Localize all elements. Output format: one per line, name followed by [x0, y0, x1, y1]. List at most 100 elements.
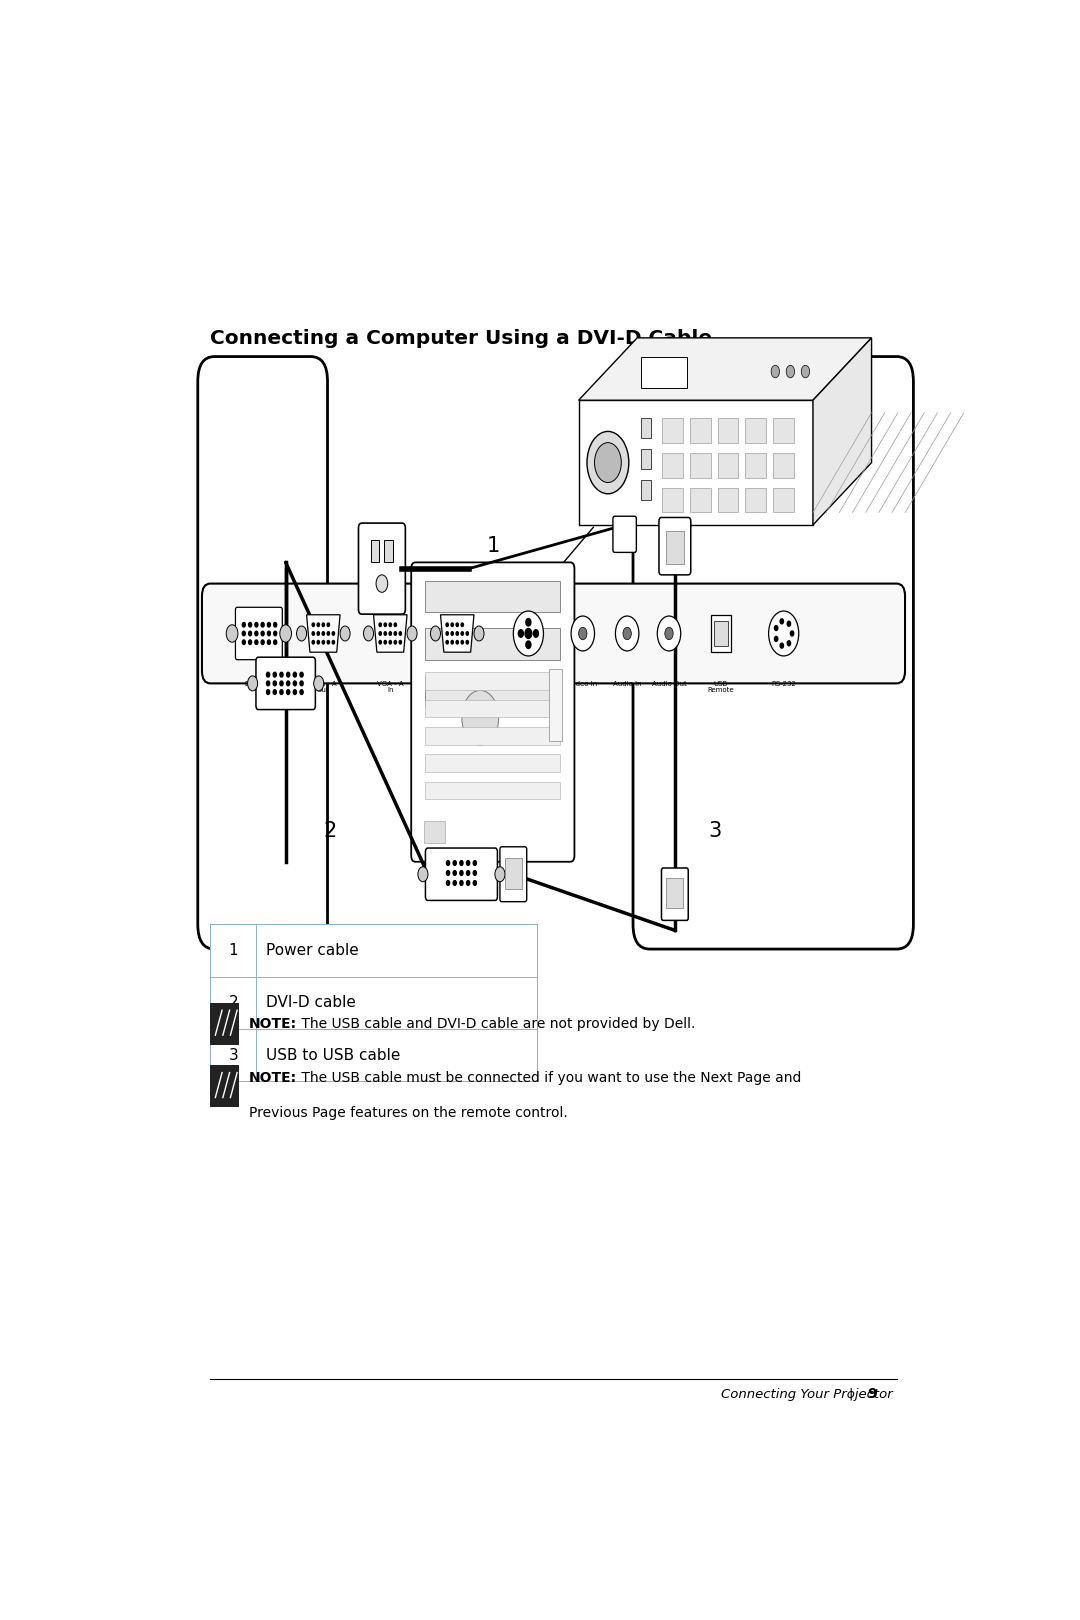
Circle shape: [456, 640, 458, 645]
Bar: [211, 923, 537, 977]
Circle shape: [451, 624, 454, 627]
Text: VGA - B
In: VGA - B In: [444, 680, 471, 693]
Circle shape: [594, 442, 621, 483]
Circle shape: [318, 624, 320, 627]
Circle shape: [771, 364, 780, 377]
Circle shape: [534, 630, 539, 637]
Text: NOTE:: NOTE:: [248, 1017, 297, 1030]
Circle shape: [446, 640, 448, 645]
Circle shape: [267, 690, 270, 695]
Bar: [665, 531, 684, 564]
Circle shape: [286, 690, 289, 695]
Circle shape: [418, 867, 428, 881]
Circle shape: [431, 625, 441, 642]
FancyBboxPatch shape: [411, 562, 575, 862]
Circle shape: [451, 632, 454, 635]
Bar: [426, 700, 561, 718]
Bar: [426, 727, 561, 745]
Text: 3: 3: [229, 1048, 239, 1063]
Circle shape: [333, 632, 335, 635]
Text: The USB cable and DVI-D cable are not provided by Dell.: The USB cable and DVI-D cable are not pr…: [297, 1017, 696, 1030]
Bar: [690, 488, 711, 512]
Polygon shape: [307, 614, 340, 653]
Polygon shape: [813, 339, 872, 525]
Circle shape: [384, 624, 387, 627]
Circle shape: [787, 642, 791, 646]
Circle shape: [294, 680, 296, 685]
Circle shape: [389, 632, 391, 635]
Bar: [717, 452, 739, 478]
Circle shape: [513, 611, 543, 656]
Bar: [773, 452, 794, 478]
Circle shape: [300, 672, 303, 677]
Circle shape: [379, 624, 381, 627]
Circle shape: [473, 881, 476, 886]
Circle shape: [456, 632, 458, 635]
Circle shape: [394, 640, 396, 645]
Circle shape: [273, 690, 276, 695]
Circle shape: [261, 640, 265, 645]
Circle shape: [460, 870, 463, 875]
Text: NOTE:: NOTE:: [248, 1071, 297, 1085]
Bar: [211, 1003, 239, 1045]
Text: Connecting a Computer Using a DVI-D Cable: Connecting a Computer Using a DVI-D Cabl…: [211, 329, 713, 348]
Circle shape: [384, 640, 387, 645]
Circle shape: [312, 624, 314, 627]
Circle shape: [407, 625, 417, 642]
Bar: [717, 488, 739, 512]
Circle shape: [394, 632, 396, 635]
Circle shape: [461, 632, 463, 635]
Circle shape: [384, 632, 387, 635]
Bar: [642, 480, 651, 501]
Circle shape: [297, 625, 307, 642]
Circle shape: [446, 632, 448, 635]
Circle shape: [454, 870, 457, 875]
Text: Audio Out: Audio Out: [651, 680, 687, 687]
Bar: [211, 1064, 239, 1108]
Circle shape: [333, 640, 335, 645]
Circle shape: [267, 680, 270, 685]
Circle shape: [273, 622, 276, 627]
FancyBboxPatch shape: [426, 847, 498, 901]
Circle shape: [379, 640, 381, 645]
Circle shape: [273, 632, 276, 635]
Text: |: |: [849, 1388, 853, 1401]
Bar: [662, 418, 684, 442]
Circle shape: [394, 624, 396, 627]
Text: DVI-D cable: DVI-D cable: [267, 995, 356, 1011]
Bar: [642, 449, 651, 468]
Circle shape: [780, 643, 783, 648]
Bar: [426, 782, 561, 799]
Circle shape: [526, 619, 531, 625]
Bar: [426, 629, 561, 659]
Circle shape: [248, 632, 252, 635]
Text: Connecting Your Projector: Connecting Your Projector: [721, 1388, 893, 1401]
Circle shape: [376, 575, 388, 593]
Bar: [505, 859, 522, 889]
Circle shape: [461, 624, 463, 627]
Bar: [690, 452, 711, 478]
Bar: [711, 614, 731, 653]
Circle shape: [786, 364, 795, 377]
Circle shape: [268, 622, 270, 627]
Text: 9: 9: [867, 1387, 877, 1401]
Circle shape: [467, 870, 470, 875]
Circle shape: [322, 624, 324, 627]
Polygon shape: [374, 614, 407, 653]
Circle shape: [446, 870, 449, 875]
Circle shape: [473, 860, 476, 865]
Circle shape: [318, 640, 320, 645]
Circle shape: [312, 632, 314, 635]
Circle shape: [273, 640, 276, 645]
Bar: [745, 452, 766, 478]
Circle shape: [294, 690, 296, 695]
Circle shape: [467, 881, 470, 886]
Circle shape: [495, 867, 505, 881]
Bar: [690, 418, 711, 442]
Circle shape: [322, 632, 324, 635]
Circle shape: [300, 690, 303, 695]
Circle shape: [312, 640, 314, 645]
Circle shape: [300, 680, 303, 685]
Circle shape: [327, 624, 329, 627]
Circle shape: [248, 622, 252, 627]
